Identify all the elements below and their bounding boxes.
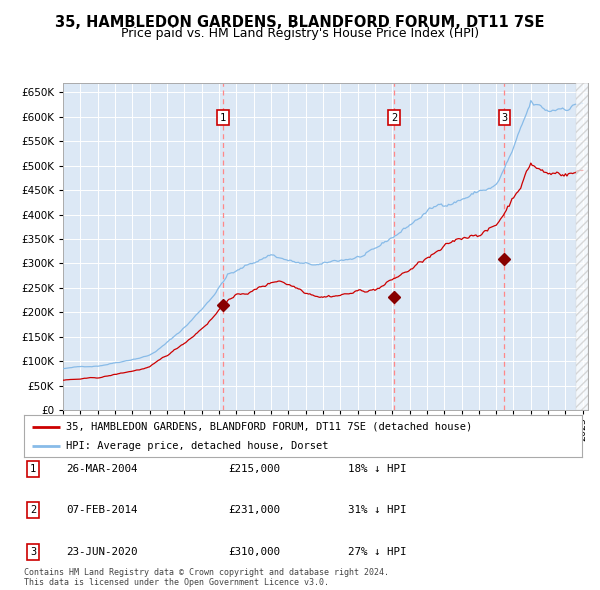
Text: £231,000: £231,000: [228, 506, 280, 515]
Text: 2: 2: [391, 113, 397, 123]
Text: HPI: Average price, detached house, Dorset: HPI: Average price, detached house, Dors…: [66, 441, 328, 451]
Text: 18% ↓ HPI: 18% ↓ HPI: [348, 464, 407, 474]
Text: 35, HAMBLEDON GARDENS, BLANDFORD FORUM, DT11 7SE: 35, HAMBLEDON GARDENS, BLANDFORD FORUM, …: [55, 15, 545, 30]
Text: 1: 1: [30, 464, 36, 474]
Text: 35, HAMBLEDON GARDENS, BLANDFORD FORUM, DT11 7SE (detached house): 35, HAMBLEDON GARDENS, BLANDFORD FORUM, …: [66, 422, 472, 432]
Text: 3: 3: [30, 547, 36, 556]
Text: 2: 2: [30, 506, 36, 515]
Text: 27% ↓ HPI: 27% ↓ HPI: [348, 547, 407, 556]
Text: Contains HM Land Registry data © Crown copyright and database right 2024.
This d: Contains HM Land Registry data © Crown c…: [24, 568, 389, 587]
Text: 31% ↓ HPI: 31% ↓ HPI: [348, 506, 407, 515]
Text: 23-JUN-2020: 23-JUN-2020: [66, 547, 137, 556]
Text: 1: 1: [220, 113, 226, 123]
Text: Price paid vs. HM Land Registry's House Price Index (HPI): Price paid vs. HM Land Registry's House …: [121, 27, 479, 40]
Text: £310,000: £310,000: [228, 547, 280, 556]
Text: 07-FEB-2014: 07-FEB-2014: [66, 506, 137, 515]
Text: 26-MAR-2004: 26-MAR-2004: [66, 464, 137, 474]
Text: £215,000: £215,000: [228, 464, 280, 474]
Text: 3: 3: [502, 113, 508, 123]
